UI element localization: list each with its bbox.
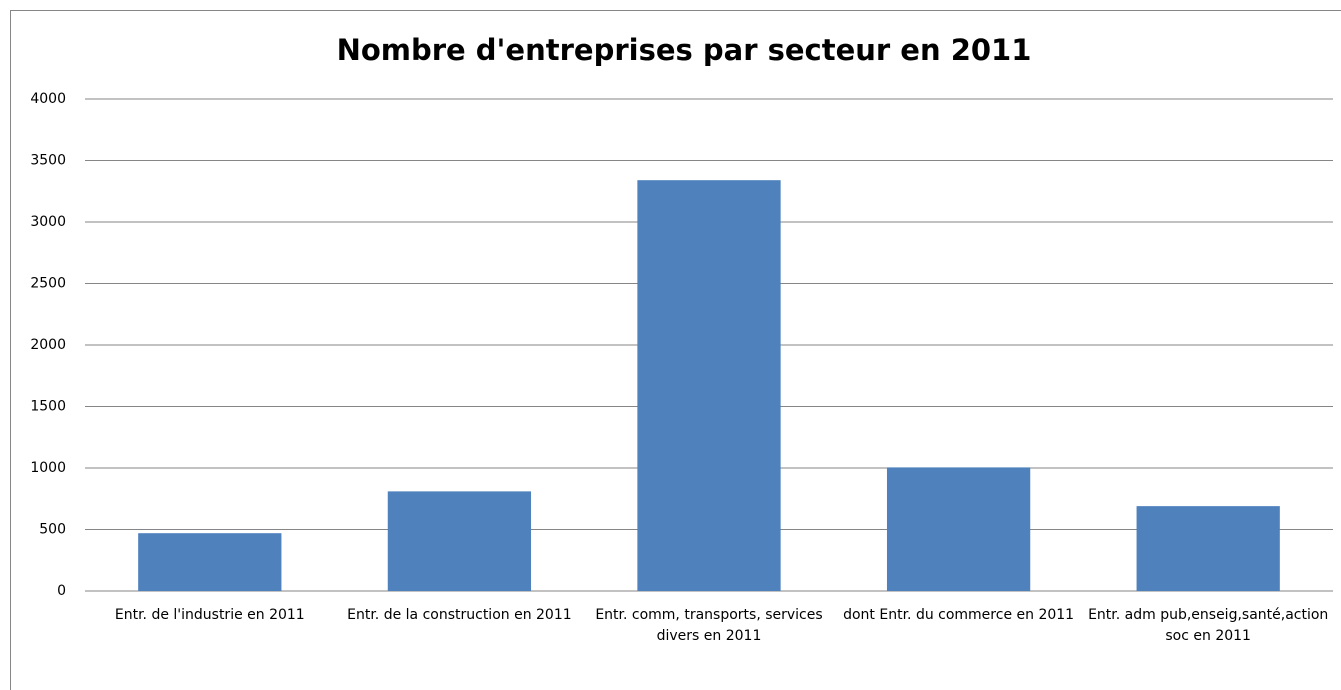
y-tick-label: 2000 xyxy=(30,337,66,353)
x-tick-label-box: Entr. comm, transports, services divers … xyxy=(595,607,823,644)
bar xyxy=(886,467,1031,591)
y-tick-label: 1000 xyxy=(30,460,66,476)
x-tick-label-box: Entr. de la construction en 2011 xyxy=(347,607,572,623)
y-tick-label: 3500 xyxy=(30,153,66,169)
bar xyxy=(138,533,282,591)
y-tick-label: 3000 xyxy=(30,214,66,230)
chart-title: Nombre d'entreprises par secteur en 2011 xyxy=(337,33,1032,67)
x-tick-label-box: Entr. adm pub,enseig,santé,action soc en… xyxy=(1088,607,1329,644)
bar xyxy=(387,491,532,591)
y-tick-label: 500 xyxy=(39,522,66,538)
x-tick-label: dont Entr. du commerce en 2011 xyxy=(843,607,1075,623)
x-tick-label: Entr. de la construction en 2011 xyxy=(347,607,572,623)
x-tick-label: Entr. adm pub,enseig,santé,action soc en… xyxy=(1088,607,1329,644)
y-tick-label: 0 xyxy=(57,583,66,599)
x-tick-label-box: Entr. de l'industrie en 2011 xyxy=(114,607,305,623)
y-tick-label: 1500 xyxy=(30,399,66,415)
x-tick-label: Entr. de l'industrie en 2011 xyxy=(114,607,305,623)
bar xyxy=(637,180,781,591)
y-tick-label: 4000 xyxy=(30,91,66,107)
bar xyxy=(1136,506,1280,591)
x-tick-label: Entr. comm, transports, services divers … xyxy=(595,607,823,644)
x-tick-label-box: dont Entr. du commerce en 2011 xyxy=(843,607,1075,623)
y-tick-label: 2500 xyxy=(30,276,66,292)
